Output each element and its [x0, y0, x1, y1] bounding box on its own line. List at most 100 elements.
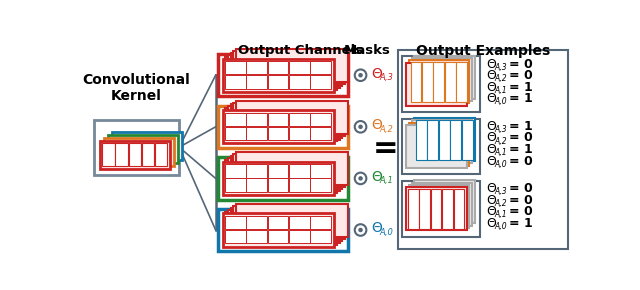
Bar [234, 206, 345, 239]
Bar [225, 160, 337, 193]
Bar [225, 216, 246, 229]
Bar [231, 156, 342, 189]
Text: $\Theta$: $\Theta$ [486, 205, 497, 218]
Bar [310, 127, 331, 140]
Bar [456, 62, 467, 102]
Text: Output Channels: Output Channels [238, 44, 364, 57]
Bar [289, 216, 310, 229]
Bar [112, 132, 182, 160]
Bar [246, 230, 267, 244]
Bar [310, 61, 331, 75]
Text: A,0: A,0 [495, 160, 508, 169]
Bar [225, 108, 337, 142]
Bar [94, 119, 179, 175]
Bar [409, 185, 469, 228]
Text: A,0: A,0 [495, 97, 508, 106]
Bar [236, 101, 348, 134]
Bar [416, 119, 427, 160]
Bar [228, 210, 340, 243]
Circle shape [359, 229, 362, 231]
Bar [102, 143, 115, 166]
Text: A,0: A,0 [495, 222, 508, 231]
Bar [433, 62, 444, 102]
Bar [228, 158, 340, 191]
Bar [419, 189, 430, 229]
Bar [129, 143, 141, 166]
Bar [268, 61, 288, 75]
Text: A,3: A,3 [495, 125, 508, 134]
Bar [422, 62, 433, 102]
Text: $\Theta$: $\Theta$ [371, 118, 383, 132]
Text: =: = [372, 134, 398, 163]
Bar [406, 125, 467, 168]
Bar [223, 162, 334, 195]
Bar [412, 120, 472, 163]
Text: = 0: = 0 [509, 182, 533, 195]
Bar [218, 106, 348, 148]
Text: = 0: = 0 [509, 57, 533, 70]
Bar [218, 209, 348, 251]
Bar [246, 216, 267, 229]
Bar [289, 127, 310, 140]
Bar [310, 216, 331, 229]
Bar [289, 178, 310, 192]
Text: A,1: A,1 [495, 211, 508, 220]
Bar [218, 157, 348, 200]
Bar [225, 127, 246, 140]
Bar [289, 61, 310, 75]
Text: $\Theta$: $\Theta$ [486, 155, 497, 168]
Bar [439, 119, 449, 160]
Circle shape [359, 125, 362, 128]
Bar [412, 58, 472, 101]
Text: = 1: = 1 [509, 217, 533, 230]
Bar [236, 49, 348, 82]
Text: $\Theta$: $\Theta$ [371, 170, 383, 184]
Bar [454, 189, 465, 229]
Bar [268, 127, 288, 140]
Bar [228, 106, 340, 139]
Bar [234, 103, 345, 136]
Bar [412, 183, 472, 226]
Bar [415, 56, 475, 99]
Bar [428, 119, 438, 160]
Bar [223, 213, 334, 246]
Bar [236, 204, 348, 237]
Text: = 0: = 0 [509, 194, 533, 207]
Text: = 1: = 1 [509, 81, 533, 94]
Bar [225, 178, 246, 192]
Bar [442, 189, 453, 229]
Text: A,2: A,2 [495, 137, 508, 146]
Text: A,2: A,2 [495, 74, 508, 83]
Bar [225, 164, 246, 178]
Text: = 0: = 0 [509, 205, 533, 218]
Bar [225, 113, 246, 126]
Text: A,3: A,3 [495, 63, 508, 72]
Bar [268, 230, 288, 244]
Bar [104, 138, 174, 166]
Bar [462, 119, 472, 160]
Bar [310, 113, 331, 126]
Bar [268, 178, 288, 192]
Text: $\Theta$: $\Theta$ [486, 194, 497, 207]
Circle shape [359, 74, 362, 77]
Bar [225, 57, 337, 90]
Bar [410, 62, 421, 102]
Bar [268, 75, 288, 89]
Text: Output Examples: Output Examples [416, 44, 550, 58]
Bar [310, 178, 331, 192]
Text: A,3: A,3 [379, 73, 393, 82]
Bar [218, 54, 348, 96]
Bar [100, 141, 170, 169]
Bar [231, 208, 342, 241]
Bar [289, 164, 310, 178]
Bar [409, 60, 469, 103]
Text: A,1: A,1 [495, 148, 508, 157]
Text: $\Theta$: $\Theta$ [486, 182, 497, 195]
Bar [141, 143, 154, 166]
Bar [234, 154, 345, 187]
Text: = 0: = 0 [509, 69, 533, 82]
Bar [310, 230, 331, 244]
Bar [228, 55, 340, 88]
Bar [310, 75, 331, 89]
Bar [225, 230, 246, 244]
